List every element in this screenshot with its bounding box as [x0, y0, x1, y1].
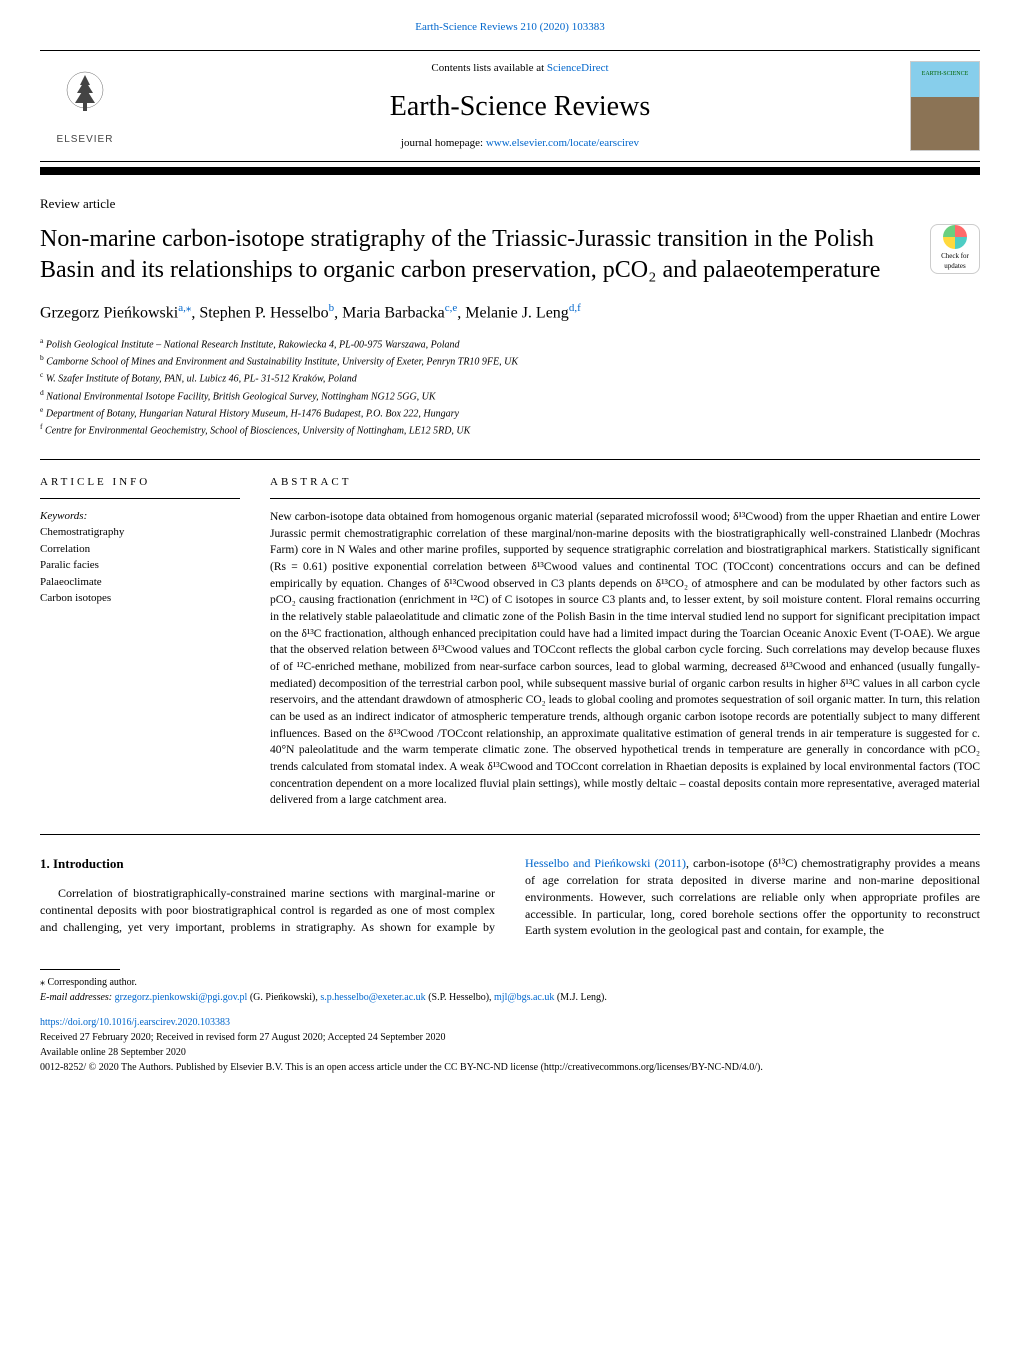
- introduction-section: 1. Introduction Correlation of biostrati…: [40, 834, 980, 939]
- header-center: Contents lists available at ScienceDirec…: [130, 61, 910, 151]
- copyright-line: 0012-8252/ © 2020 The Authors. Published…: [40, 1060, 980, 1075]
- keyword-item: Palaeoclimate: [40, 574, 240, 591]
- email-link-2[interactable]: s.p.hesselbo@exeter.ac.uk: [320, 992, 425, 1003]
- citation-line: Earth-Science Reviews 210 (2020) 103383: [40, 20, 980, 35]
- homepage-link[interactable]: www.elsevier.com/locate/earscirev: [486, 137, 639, 149]
- available-line: Available online 28 September 2020: [40, 1045, 980, 1060]
- received-line: Received 27 February 2020; Received in r…: [40, 1030, 980, 1045]
- email-name-1: (G. Pieńkowski),: [247, 992, 320, 1003]
- author-1: Grzegorz Pieńkowski: [40, 304, 178, 321]
- keyword-item: Carbon isotopes: [40, 590, 240, 607]
- header-bar: [40, 167, 980, 175]
- article-type: Review article: [40, 195, 980, 213]
- email-link-3[interactable]: mjl@bgs.ac.uk: [494, 992, 554, 1003]
- elsevier-logo: ELSEVIER: [40, 61, 130, 151]
- affiliation-d: d National Environmental Isotope Facilit…: [40, 387, 980, 404]
- keywords-list: Chemostratigraphy Correlation Paralic fa…: [40, 524, 240, 607]
- publisher-name: ELSEVIER: [57, 133, 114, 147]
- cover-title-top: EARTH-SCIENCE: [911, 70, 979, 78]
- abstract-header: ABSTRACT: [270, 475, 980, 499]
- homepage-line: journal homepage: www.elsevier.com/locat…: [130, 136, 910, 151]
- affiliation-f: f Centre for Environmental Geochemistry,…: [40, 421, 980, 438]
- author-2: , Stephen P. Hesselbo: [191, 304, 328, 321]
- doi-link[interactable]: https://doi.org/10.1016/j.earscirev.2020…: [40, 1015, 980, 1030]
- article-info-header: ARTICLE INFO: [40, 475, 240, 499]
- affiliation-b: b Camborne School of Mines and Environme…: [40, 352, 980, 369]
- article-title: Non-marine carbon-isotope stratigraphy o…: [40, 224, 910, 286]
- footer-divider: [40, 969, 120, 970]
- journal-title: Earth-Science Reviews: [130, 87, 910, 126]
- email-name-2: (S.P. Hesselbo),: [426, 992, 494, 1003]
- authors-line: Grzegorz Pieńkowskia,⁎, Stephen P. Hesse…: [40, 301, 980, 325]
- title-row: Non-marine carbon-isotope stratigraphy o…: [40, 224, 980, 286]
- corresponding-author: ⁎ Corresponding author.: [40, 975, 980, 990]
- author-3: , Maria Barbacka: [334, 304, 445, 321]
- intro-text-1: Correlation of biostratigraphically-cons…: [40, 886, 495, 934]
- keyword-item: Correlation: [40, 541, 240, 558]
- affiliations: a Polish Geological Institute – National…: [40, 335, 980, 439]
- author-1-affil[interactable]: a,⁎: [178, 302, 191, 314]
- journal-cover: EARTH-SCIENCE: [910, 61, 980, 151]
- journal-header: ELSEVIER Contents lists available at Sci…: [40, 50, 980, 162]
- email-line: E-mail addresses: grzegorz.pienkowski@pg…: [40, 990, 980, 1005]
- email-name-3: (M.J. Leng).: [554, 992, 607, 1003]
- footer: ⁎ Corresponding author. E-mail addresses…: [40, 969, 980, 1075]
- intro-citation-link[interactable]: Hesselbo and Pieńkowski (2011): [525, 856, 686, 870]
- check-updates-label: Check for updates: [931, 252, 979, 272]
- elsevier-tree-icon: [55, 65, 115, 125]
- email-link-1[interactable]: grzegorz.pienkowski@pgi.gov.pl: [115, 992, 248, 1003]
- keywords-label: Keywords:: [40, 509, 240, 524]
- info-abstract-row: ARTICLE INFO Keywords: Chemostratigraphy…: [40, 459, 980, 809]
- keyword-item: Chemostratigraphy: [40, 524, 240, 541]
- citation-link[interactable]: Earth-Science Reviews 210 (2020) 103383: [415, 21, 604, 33]
- affiliation-e: e Department of Botany, Hungarian Natura…: [40, 404, 980, 421]
- affiliation-a: a Polish Geological Institute – National…: [40, 335, 980, 352]
- homepage-prefix: journal homepage:: [401, 137, 486, 149]
- email-label: E-mail addresses:: [40, 992, 115, 1003]
- author-4-affil[interactable]: d,f: [569, 302, 581, 314]
- check-updates-badge[interactable]: Check for updates: [930, 224, 980, 274]
- contents-prefix: Contents lists available at: [431, 62, 546, 74]
- article-info-column: ARTICLE INFO Keywords: Chemostratigraphy…: [40, 475, 240, 809]
- keyword-item: Paralic facies: [40, 557, 240, 574]
- crossmark-icon: [943, 225, 967, 249]
- author-4: , Melanie J. Leng: [457, 304, 569, 321]
- abstract-text: New carbon-isotope data obtained from ho…: [270, 509, 980, 809]
- sciencedirect-link[interactable]: ScienceDirect: [547, 62, 609, 74]
- author-3-affil[interactable]: c,e: [445, 302, 458, 314]
- contents-line: Contents lists available at ScienceDirec…: [130, 61, 910, 76]
- intro-heading: 1. Introduction: [40, 855, 495, 873]
- affiliation-c: c W. Szafer Institute of Botany, PAN, ul…: [40, 369, 980, 386]
- abstract-column: ABSTRACT New carbon-isotope data obtaine…: [270, 475, 980, 809]
